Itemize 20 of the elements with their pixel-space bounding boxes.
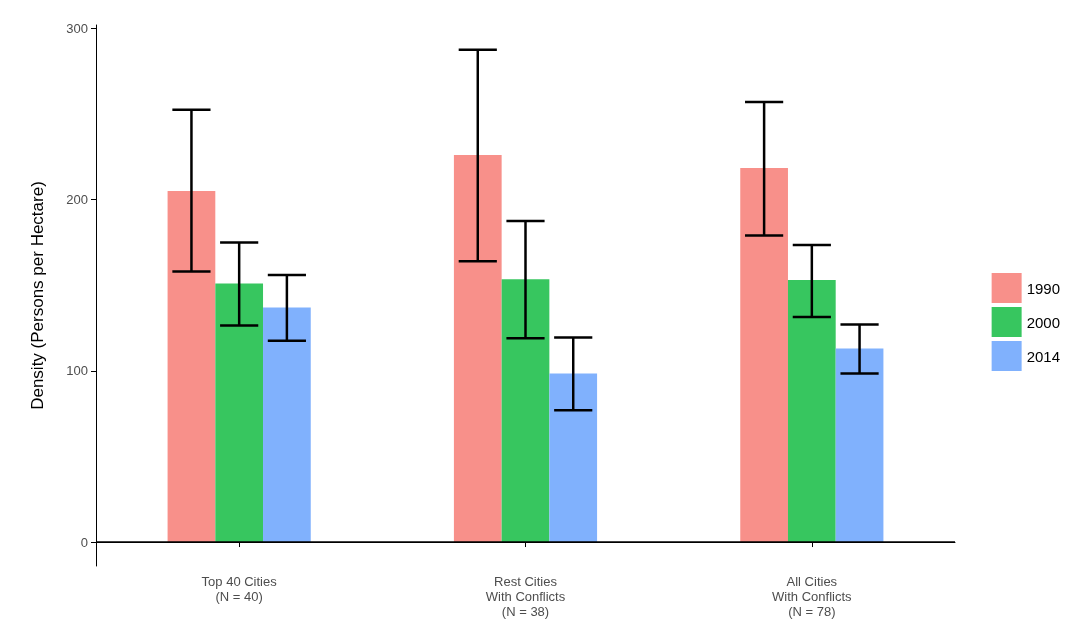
bar: [263, 307, 311, 543]
bar: [549, 373, 598, 543]
y-tick-label: 200: [66, 192, 88, 208]
y-axis-title: Density (Persons per Hectare): [28, 181, 47, 410]
legend-label: 2014: [1026, 347, 1061, 365]
y-tick-label: 100: [66, 363, 88, 379]
x-tick-label: All Cities With Conflicts (N = 78): [772, 574, 853, 619]
bar: [453, 155, 502, 543]
y-tick-label: 0: [80, 534, 88, 550]
bar: [787, 280, 836, 543]
x-tick-label: Rest Cities With Conflicts (N = 38): [485, 574, 566, 619]
legend-label: 1990: [1026, 279, 1061, 297]
bar: [740, 167, 788, 543]
x-tick-label: Top 40 Cities (N = 40): [201, 574, 278, 604]
bar: [501, 279, 550, 543]
legend-label: 2000: [1026, 313, 1061, 331]
bar: [835, 348, 884, 543]
bar: [215, 283, 264, 543]
y-tick-label: 300: [66, 20, 88, 36]
bar: [167, 191, 216, 543]
